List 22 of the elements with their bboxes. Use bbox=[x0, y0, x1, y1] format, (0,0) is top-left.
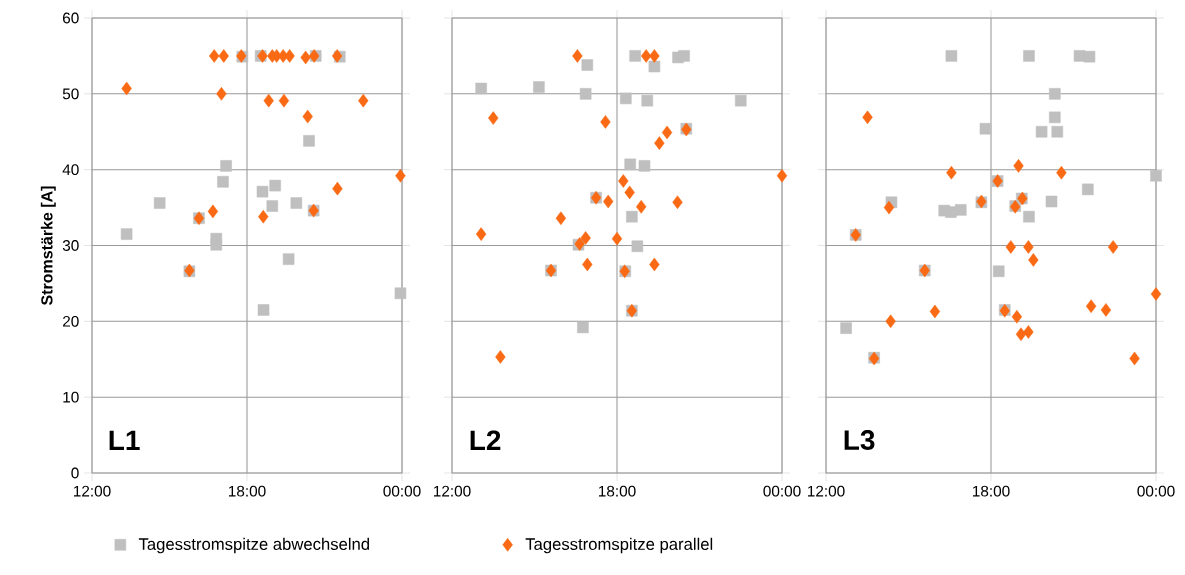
y-axis-title: Stromstärke [A] bbox=[40, 186, 56, 306]
x-tick-label: 18:00 bbox=[598, 485, 636, 497]
y-tick-label: 50 bbox=[62, 88, 79, 100]
x-tick-label: 00:00 bbox=[383, 485, 421, 497]
y-tick-label: 10 bbox=[63, 391, 79, 403]
legend-label: Tagesstromspitze parallel bbox=[525, 537, 713, 554]
x-tick-label: 00:00 bbox=[1137, 485, 1175, 497]
legend-label: Tagesstromspitze abwechselnd bbox=[138, 537, 369, 554]
x-tick-label: 00:00 bbox=[763, 485, 801, 497]
y-tick-label: 20 bbox=[63, 315, 79, 327]
y-tick-label: 30 bbox=[62, 240, 79, 251]
x-tick-label: 18:00 bbox=[228, 485, 266, 497]
annotation: L1 bbox=[109, 430, 140, 450]
annotation: L3 bbox=[844, 430, 875, 450]
x-tick-label: 12:00 bbox=[73, 485, 111, 497]
x-tick-label: 12:00 bbox=[808, 485, 845, 497]
y-tick-label: 60 bbox=[63, 12, 79, 24]
y-tick-label: 40 bbox=[62, 164, 79, 176]
annotation: L2 bbox=[470, 430, 501, 450]
x-tick-label: 12:00 bbox=[433, 485, 471, 497]
y-tick-label: 0 bbox=[71, 467, 79, 479]
x-tick-label: 18:00 bbox=[973, 485, 1010, 497]
